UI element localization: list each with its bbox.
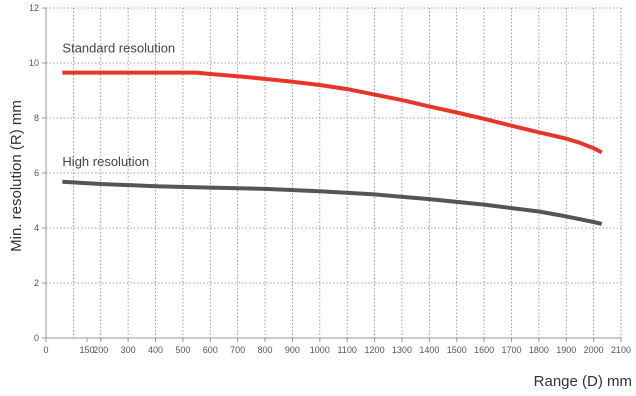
x-tick-label: 1000 — [310, 345, 330, 355]
x-tick-label: 1200 — [365, 345, 385, 355]
series-label: Standard resolution — [62, 41, 175, 56]
x-tick-label: 800 — [258, 345, 273, 355]
x-tick-label: 1700 — [501, 345, 521, 355]
x-tick-label: 1900 — [556, 345, 576, 355]
y-tick-label: 2 — [34, 278, 39, 288]
x-tick-label: 2000 — [584, 345, 604, 355]
series-layer — [62, 70, 603, 226]
grid-layer — [46, 7, 622, 338]
y-tick-label: 0 — [34, 333, 39, 343]
x-tick-label: 1300 — [392, 345, 412, 355]
y-tick-label: 4 — [34, 223, 39, 233]
x-tick-label: 0 — [43, 345, 48, 355]
x-tick-label: 1100 — [338, 345, 357, 355]
x-tick-label: 900 — [285, 345, 300, 355]
axis-layer — [42, 7, 622, 342]
y-axis-title: Min. resolution (R) mm — [8, 100, 25, 252]
x-tick-label: 700 — [230, 345, 245, 355]
y-tick-label: 8 — [34, 113, 39, 123]
x-tick-label: 1600 — [474, 345, 494, 355]
y-tick-label: 12 — [29, 3, 39, 13]
x-tick-label: 300 — [121, 345, 136, 355]
x-tick-label: 1400 — [419, 345, 439, 355]
x-tick-label: 150 — [80, 345, 95, 355]
x-tick-label: 500 — [175, 345, 190, 355]
x-axis-title: Range (D) mm — [534, 373, 632, 390]
x-tick-label: 1800 — [529, 345, 549, 355]
series-line — [62, 70, 603, 155]
x-tick-label: 400 — [148, 345, 163, 355]
series-line — [62, 179, 603, 226]
x-tick-label: 200 — [93, 345, 108, 355]
y-tick-label: 10 — [29, 58, 39, 68]
x-tick-label: 1500 — [447, 345, 467, 355]
x-tick-label: 2100 — [611, 345, 631, 355]
x-tick-label: 600 — [203, 345, 218, 355]
series-label: High resolution — [62, 154, 149, 169]
y-tick-label: 6 — [34, 168, 39, 178]
